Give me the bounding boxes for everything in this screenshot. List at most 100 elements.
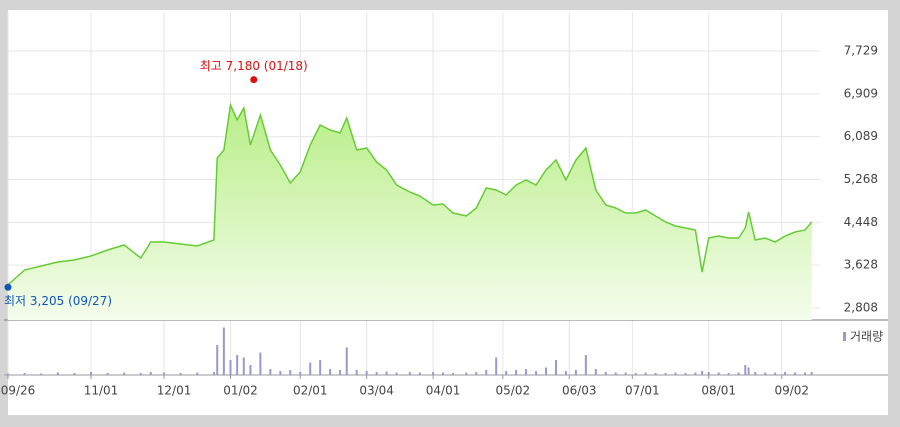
volume-bar [329,369,332,375]
volume-bar [90,372,93,375]
volume-bar [339,370,342,375]
volume-bar [774,372,777,375]
volume-bar [196,372,199,375]
volume-bar [707,372,710,375]
volume-bar [452,373,455,375]
volume-bar [804,372,807,375]
volume-bar [40,373,43,375]
volume-bar [674,372,677,375]
volume-bar [747,367,750,375]
volume-bar [345,347,348,375]
volume-bar [614,372,617,375]
volume-bar [395,372,398,375]
volume-bar [259,352,262,375]
volume-bar [7,373,9,375]
volume-bar [754,372,757,375]
volume-bar [212,372,215,375]
volume-bar [604,372,607,375]
volume-bar [584,355,587,375]
volume-bar [664,373,667,375]
x-tick-label: 12/01 [157,384,192,398]
legend-label: 거래량 [850,330,883,344]
x-tick-label: 07/01 [625,384,660,398]
volume-bar [222,327,225,375]
volume-bar [365,371,368,375]
volume-bar [465,372,468,375]
volume-bar [299,372,302,375]
volume-bar [56,372,59,375]
volume-bar [717,372,720,375]
volume-bar [249,365,252,375]
volume-bar [744,365,747,375]
volume-bar [179,373,182,375]
volume-bar [442,372,445,375]
high-label: 최고 7,180 (01/18) [200,59,308,73]
volume-bar [545,367,547,375]
y-tick-label: 2,808 [844,300,878,314]
x-tick-label: 02/01 [293,384,328,398]
area-fill [8,105,812,320]
low-marker [4,283,12,291]
volume-bar [73,373,76,375]
volume-bar [495,357,498,375]
x-tick-label: 05/02 [496,384,531,398]
volume-bar [644,372,647,375]
volume-bar [684,373,687,375]
x-tick-label: 01/02 [223,384,258,398]
volume-bar [418,372,421,375]
volume-bar [355,370,358,375]
volume-bar [23,373,26,375]
volume-bar [475,372,478,375]
high-marker [250,76,258,84]
volume-bar [694,372,697,375]
x-tick-label: 06/03 [562,384,597,398]
price-line [7,102,813,286]
volume-bar [319,360,322,375]
volume-bar [432,372,435,375]
volume-bar [269,369,272,375]
y-tick-label: 6,909 [844,86,878,100]
volume-bar [810,372,813,375]
volume-bar [515,370,518,375]
volume-bar [216,345,219,375]
volume-bar [574,370,577,375]
volume-bar [375,372,378,375]
volume-bar [727,373,730,375]
volume-bar [525,369,528,375]
volume-bar [737,372,740,375]
y-tick-label: 4,448 [844,215,878,229]
volume-bar [309,362,312,375]
volume-bar [505,371,508,375]
volume-bar [594,369,597,375]
x-tick-label: 04/01 [426,384,461,398]
volume-bar [701,371,704,375]
volume-bar [289,370,292,375]
volume-bar [654,373,657,375]
volume-bar [139,373,142,375]
volume-bar [106,373,109,375]
volume-bar [149,372,152,375]
low-label: 최저 3,205 (09/27) [4,294,112,308]
x-tick-label: 11/01 [84,384,119,398]
y-tick-label: 7,729 [844,44,878,58]
x-tick-label: 08/01 [701,384,736,398]
volume-bar [564,371,567,375]
volume-bar [236,355,239,375]
volume-bar [794,372,797,375]
x-tick-label: 03/04 [359,384,394,398]
volume-bar [784,372,787,375]
volume-bar [764,372,767,375]
volume-bar [535,371,538,375]
volume-bar [624,372,627,375]
legend-icon [843,332,846,341]
volume-bar [229,360,232,375]
y-tick-label: 6,089 [844,129,878,143]
volume-bar [408,372,411,375]
volume-bar [279,371,282,375]
x-tick-label: 09/02 [774,384,809,398]
x-tick-label: 09/26 [1,384,36,398]
volume-bar [634,373,637,375]
volume-bar [163,372,166,375]
